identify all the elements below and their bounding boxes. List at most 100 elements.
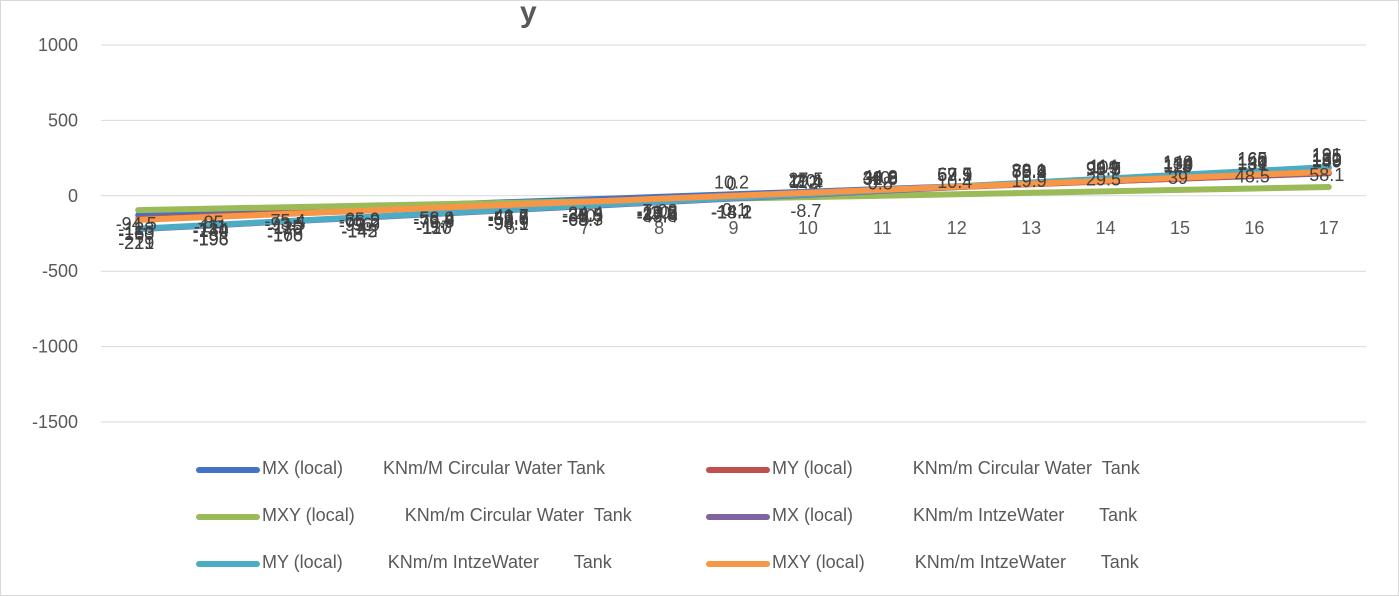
x-tick-label: 12 — [947, 218, 967, 238]
data-label: 29.5 — [1086, 169, 1121, 189]
data-label: -85 — [198, 213, 224, 233]
data-label: -76.2 — [339, 211, 380, 231]
data-label: 62.1 — [937, 164, 972, 184]
data-label: -99.9 — [339, 215, 380, 235]
data-label: 120 — [1163, 156, 1193, 176]
legend-label: MXY (local) KNm/m IntzeWater Tank — [772, 552, 1139, 572]
data-label: 40 — [870, 168, 890, 188]
y-tick-label: -1500 — [32, 412, 78, 432]
data-label: 160 — [1237, 150, 1267, 170]
data-label: -24.4 — [562, 203, 603, 223]
data-label: -20 — [644, 203, 670, 223]
data-label: 10.4 — [937, 172, 972, 192]
data-label: 109 — [1089, 157, 1119, 177]
data-label: -153 — [118, 223, 154, 243]
data-label: 19.1 — [788, 171, 823, 191]
data-label: -160 — [118, 224, 154, 244]
legend-row-2: MXY (local) KNm/m Circular Water Tank MX… — [0, 499, 1399, 535]
data-label: 62.5 — [937, 164, 972, 184]
x-tick-label: 11 — [873, 218, 892, 238]
data-label: 134 — [1163, 154, 1193, 174]
data-label: -117 — [417, 217, 452, 237]
data-label: -39.8 — [637, 206, 678, 226]
data-label: 27.5 — [788, 170, 823, 190]
x-tick-label: 10 — [798, 218, 818, 238]
y-tick-label: 500 — [48, 110, 78, 130]
data-label: 160 — [1312, 150, 1342, 170]
series-lines — [135, 164, 1332, 233]
y-axis: 1000 500 0 -500 -1000 -1500 — [32, 35, 78, 432]
legend-swatch-my-circular — [706, 467, 770, 473]
data-label: 36.9 — [863, 168, 898, 188]
x-tick-label: 7 — [580, 218, 590, 238]
data-label: -65.3 — [562, 210, 603, 230]
data-label: 149 — [1312, 151, 1342, 171]
legend-label: MY (local) KNm/m Circular Water Tank — [772, 458, 1140, 478]
legend-row-1: MX (local) KNm/M Circular Water Tank MY … — [0, 452, 1399, 488]
data-label: 39 — [1168, 168, 1188, 188]
data-label: -140 — [193, 221, 229, 241]
data-label: -41.7 — [488, 206, 529, 226]
data-label: -142 — [341, 221, 377, 241]
legend-label: MXY (local) KNm/m Circular Water Tank — [262, 505, 632, 525]
data-label: 57.5 — [937, 165, 972, 185]
x-tick-label: 3 — [282, 218, 292, 238]
x-tick-label: 6 — [505, 218, 515, 238]
x-tick-label: 13 — [1021, 218, 1041, 238]
y-tick-label: 1000 — [38, 35, 78, 55]
legend-label: MY (local) KNm/m IntzeWater Tank — [262, 552, 612, 572]
data-label: 140 — [1163, 153, 1193, 173]
data-label: 59.9 — [937, 165, 972, 185]
data-label: -0.1 — [716, 200, 747, 220]
data-label: -68.7 — [562, 210, 603, 230]
data-label: 165 — [1237, 149, 1267, 169]
x-tick-label: 5 — [431, 218, 441, 238]
data-label: 95.8 — [1086, 159, 1121, 179]
x-tick-label: 8 — [654, 218, 664, 238]
x-tick-label: 9 — [728, 218, 738, 238]
data-label: 32.6 — [863, 169, 898, 189]
legend-swatch-mxy-circular — [196, 514, 260, 520]
data-label: -57.6 — [488, 208, 529, 228]
data-label: 134 — [1237, 154, 1267, 174]
data-label: -40 — [570, 206, 596, 226]
data-label: -37.3 — [562, 205, 603, 225]
data-label: 96.7 — [1086, 159, 1121, 179]
data-label: -193 — [193, 229, 229, 249]
data-label: 10.2 — [714, 172, 749, 192]
y-tick-label: 0 — [68, 186, 78, 206]
legend-swatch-mx-circular — [196, 467, 260, 473]
data-label: -79.9 — [413, 212, 454, 232]
data-label: 114 — [1089, 157, 1118, 177]
data-label: -8.7 — [790, 201, 821, 221]
data-label: -75.4 — [265, 211, 306, 231]
data-label: -18.2 — [711, 203, 752, 223]
data-label: -120 — [267, 218, 303, 238]
data-label: 115 — [1164, 156, 1193, 176]
data-label: -46.8 — [488, 207, 529, 227]
data-label: -134 — [193, 220, 229, 240]
data-label: -65.9 — [339, 210, 380, 230]
data-label: -221 — [118, 233, 154, 253]
data-label: -59.9 — [488, 209, 529, 229]
data-label: -43.4 — [637, 206, 678, 226]
data-label: 185 — [1312, 146, 1342, 166]
data-label: 153 — [1312, 151, 1342, 171]
legend-label: MX (local) KNm/M Circular Water Tank — [262, 458, 606, 478]
x-tick-label: 16 — [1244, 218, 1264, 238]
data-label: -93.5 — [265, 214, 306, 234]
x-axis: 1 2 3 4 5 6 7 8 9 10 11 12 13 14 15 16 17 — [133, 218, 1339, 238]
data-label: -58.9 — [413, 209, 454, 229]
data-label: 114 — [1164, 157, 1193, 177]
data-label: 140 — [1237, 153, 1267, 173]
data-label: -14.2 — [711, 202, 752, 222]
data-label: -120 — [416, 218, 452, 238]
data-label: 0 — [726, 174, 736, 194]
data-label: 0.8 — [868, 174, 893, 194]
data-label: 48.5 — [1235, 166, 1270, 186]
data-label: -128 — [118, 219, 154, 239]
data-label: -27.8 — [637, 204, 678, 224]
data-label: -115 — [268, 217, 303, 237]
